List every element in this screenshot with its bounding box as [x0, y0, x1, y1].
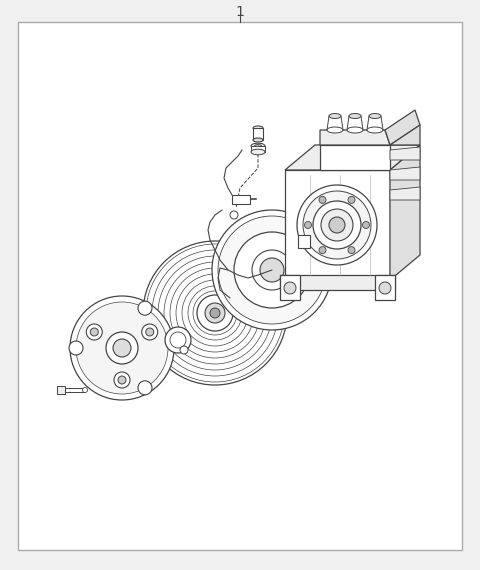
Circle shape — [70, 296, 174, 400]
Polygon shape — [375, 275, 395, 300]
Polygon shape — [57, 386, 65, 394]
Circle shape — [319, 197, 326, 203]
Polygon shape — [280, 275, 395, 290]
Polygon shape — [285, 145, 420, 170]
Circle shape — [218, 216, 326, 324]
Circle shape — [297, 185, 377, 265]
Ellipse shape — [251, 143, 265, 149]
Polygon shape — [385, 110, 420, 145]
Circle shape — [142, 324, 158, 340]
FancyBboxPatch shape — [18, 22, 462, 550]
Polygon shape — [280, 275, 300, 300]
Circle shape — [83, 388, 87, 393]
Polygon shape — [65, 388, 85, 392]
Ellipse shape — [253, 138, 263, 142]
Polygon shape — [390, 167, 420, 180]
Circle shape — [329, 217, 345, 233]
Circle shape — [362, 222, 370, 229]
Polygon shape — [390, 145, 420, 280]
Circle shape — [210, 308, 220, 318]
Circle shape — [234, 232, 310, 308]
Polygon shape — [232, 195, 250, 204]
Circle shape — [319, 247, 326, 254]
Circle shape — [113, 339, 131, 357]
Ellipse shape — [251, 149, 265, 155]
Polygon shape — [390, 125, 420, 145]
Circle shape — [379, 282, 391, 294]
Circle shape — [348, 197, 355, 203]
Ellipse shape — [367, 127, 383, 133]
Circle shape — [260, 258, 284, 282]
Circle shape — [146, 328, 154, 336]
Circle shape — [165, 327, 191, 353]
Circle shape — [252, 250, 292, 290]
Ellipse shape — [327, 127, 343, 133]
Circle shape — [313, 201, 361, 249]
Circle shape — [284, 282, 296, 294]
Ellipse shape — [349, 113, 361, 119]
Circle shape — [138, 381, 152, 395]
Polygon shape — [285, 170, 390, 280]
Polygon shape — [298, 235, 310, 248]
Text: 1: 1 — [236, 5, 244, 19]
Circle shape — [205, 303, 225, 323]
Circle shape — [69, 341, 83, 355]
Circle shape — [348, 247, 355, 254]
Circle shape — [118, 376, 126, 384]
Circle shape — [304, 222, 312, 229]
Polygon shape — [390, 187, 420, 200]
Ellipse shape — [369, 113, 381, 119]
Circle shape — [90, 328, 98, 336]
Polygon shape — [390, 147, 420, 160]
Polygon shape — [347, 116, 363, 130]
Circle shape — [114, 372, 130, 388]
Circle shape — [197, 295, 233, 331]
Polygon shape — [367, 116, 383, 130]
Circle shape — [321, 209, 353, 241]
Polygon shape — [320, 145, 390, 170]
Polygon shape — [253, 128, 263, 140]
Polygon shape — [320, 130, 390, 145]
Circle shape — [143, 241, 287, 385]
Circle shape — [303, 191, 371, 259]
Ellipse shape — [253, 126, 263, 130]
Circle shape — [106, 332, 138, 364]
Circle shape — [76, 302, 168, 394]
Ellipse shape — [347, 127, 363, 133]
Polygon shape — [327, 116, 343, 130]
Circle shape — [230, 211, 238, 219]
Ellipse shape — [329, 113, 341, 119]
Ellipse shape — [254, 145, 262, 148]
Polygon shape — [251, 146, 265, 152]
Circle shape — [86, 324, 102, 340]
Circle shape — [180, 346, 188, 354]
Circle shape — [212, 210, 332, 330]
Circle shape — [138, 301, 152, 315]
